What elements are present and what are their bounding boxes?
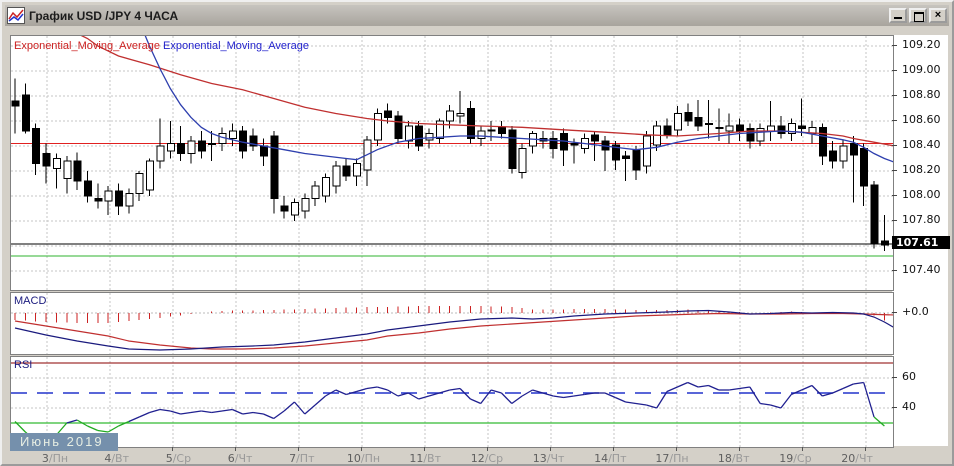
close-icon: × — [934, 9, 942, 21]
macd-panel[interactable]: MACD — [10, 292, 894, 355]
price-axis-tick — [892, 45, 897, 46]
time-axis-label: 5/Ср — [165, 452, 192, 465]
rsi-chart[interactable] — [11, 357, 893, 447]
time-axis-label: 6/Чт — [227, 452, 253, 465]
price-axis-tick — [892, 270, 897, 271]
time-axis-tick — [550, 447, 551, 451]
price-axis-tick — [892, 95, 897, 96]
price-axis-tick — [892, 195, 897, 196]
time-axis-label: 11/Вт — [409, 452, 442, 465]
price-axis-label: 108.40 — [902, 138, 941, 151]
macd-zero-tick — [892, 312, 897, 313]
time-axis-label: 10/Пн — [346, 452, 381, 465]
macd-zero-label: +0.0 — [902, 305, 929, 318]
time-axis-tick — [739, 447, 740, 451]
window-title: График USD /JPY 4 ЧАСА — [29, 8, 179, 23]
price-axis-label: 108.80 — [902, 88, 941, 101]
time-axis-label: 4/Вт — [104, 452, 130, 465]
rsi-40-label: 40 — [902, 400, 916, 413]
time-axis-tick — [613, 447, 614, 451]
price-axis-tick — [892, 120, 897, 121]
time-axis-tick — [676, 447, 677, 451]
price-axis-tick — [892, 220, 897, 221]
time-axis-tick — [802, 447, 803, 451]
time-axis-tick — [235, 447, 236, 451]
title-bar[interactable]: График USD /JPY 4 ЧАСА × — [5, 5, 949, 26]
rsi-panel[interactable]: RSI — [10, 356, 894, 448]
price-axis-label: 108.00 — [902, 188, 941, 201]
rsi-60-label: 60 — [902, 370, 916, 383]
macd-chart[interactable] — [11, 293, 893, 354]
price-chart-panel[interactable]: Exponential_Moving_Average Exponential_M… — [10, 35, 894, 291]
ema-slow-legend-label: Exponential_Moving_Average — [14, 40, 160, 52]
time-axis-tick — [487, 447, 488, 451]
time-axis-tick — [298, 447, 299, 451]
current-price-tag: 107.61 — [892, 236, 950, 250]
price-axis-label: 108.20 — [902, 163, 941, 176]
rsi-label: RSI — [14, 359, 33, 371]
time-axis-tick — [361, 447, 362, 451]
time-axis-tick — [172, 447, 173, 451]
time-axis-label: 14/Пт — [594, 452, 627, 465]
month-label: Июнь 2019 — [10, 433, 118, 451]
price-axis-tick — [892, 70, 897, 71]
time-axis-label: 13/Чт — [532, 452, 565, 465]
time-axis-label: 7/Пт — [289, 452, 315, 465]
close-button[interactable]: × — [929, 8, 947, 23]
maximize-button[interactable] — [909, 8, 927, 23]
rsi-60-tick — [892, 377, 897, 378]
ema-fast-legend-label: Exponential_Moving_Average — [163, 40, 309, 52]
time-axis-label: 17/Пн — [655, 452, 689, 465]
time-axis-tick — [424, 447, 425, 451]
price-axis-tick — [892, 170, 897, 171]
price-axis-label: 108.60 — [902, 113, 941, 126]
time-axis-label: 12/Ср — [470, 452, 504, 465]
rsi-40-tick — [892, 407, 897, 408]
price-axis-label: 109.20 — [902, 38, 941, 51]
time-axis-label: 20/Чт — [841, 452, 873, 465]
macd-label: MACD — [14, 295, 47, 307]
time-axis-label: 3/Пн — [41, 452, 69, 465]
price-axis-tick — [892, 145, 897, 146]
candlestick-chart[interactable] — [11, 36, 893, 290]
time-axis-label: 19/Ср — [779, 452, 812, 465]
price-axis-label: 107.80 — [902, 213, 941, 226]
price-axis-label: 109.00 — [902, 63, 941, 76]
time-axis-label: 18/Вт — [717, 452, 750, 465]
minimize-icon — [894, 17, 902, 19]
indicator-legend: Exponential_Moving_Average Exponential_M… — [14, 40, 309, 52]
chart-app-icon — [7, 7, 25, 24]
price-axis-label: 107.40 — [902, 263, 941, 276]
time-axis-tick — [865, 447, 866, 451]
minimize-button[interactable] — [889, 8, 907, 23]
maximize-icon — [914, 12, 924, 22]
